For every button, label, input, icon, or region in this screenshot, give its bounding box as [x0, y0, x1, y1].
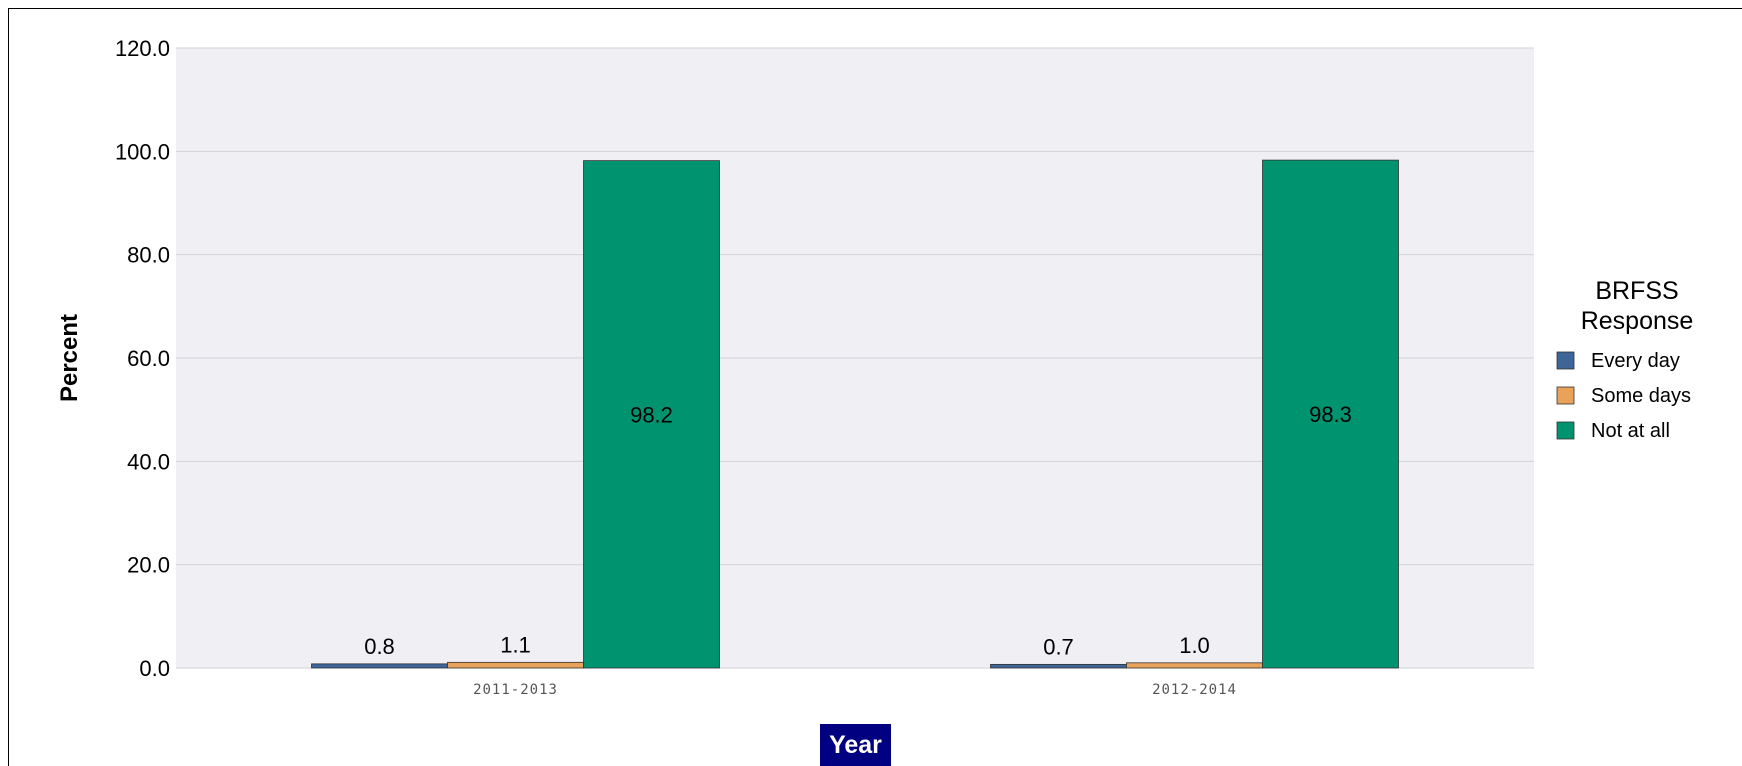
- data-label: 1.1: [500, 632, 531, 657]
- x-tick-label: 2011-2013: [473, 682, 558, 698]
- data-label: 0.7: [1043, 634, 1074, 659]
- bar: [448, 662, 584, 668]
- data-label: 1.0: [1179, 633, 1210, 658]
- legend-label: Some days: [1591, 385, 1691, 407]
- legend-title: BRFSS: [1595, 277, 1678, 305]
- y-tick-label: 80.0: [127, 243, 170, 268]
- data-label: 98.3: [1309, 402, 1352, 427]
- legend-label: Every day: [1591, 350, 1680, 372]
- data-label: 98.2: [630, 402, 673, 427]
- legend-swatch: [1557, 387, 1574, 404]
- x-tick-label: 2012-2014: [1152, 682, 1237, 698]
- y-tick-label: 40.0: [127, 449, 170, 474]
- y-tick-label: 120.0: [115, 36, 170, 61]
- bar: [991, 664, 1127, 668]
- y-axis-title: Percent: [56, 314, 83, 402]
- y-tick-label: 100.0: [115, 139, 170, 164]
- bar: [1127, 663, 1263, 668]
- legend-swatch: [1557, 422, 1574, 439]
- bar: [312, 664, 448, 668]
- legend-label: Not at all: [1591, 420, 1670, 442]
- y-tick-label: 60.0: [127, 346, 170, 371]
- y-tick-label: 0.0: [139, 656, 170, 681]
- legend-title: Response: [1581, 307, 1694, 335]
- x-axis-label: Year: [820, 724, 891, 766]
- legend-swatch: [1557, 352, 1574, 369]
- y-tick-label: 20.0: [127, 553, 170, 578]
- data-label: 0.8: [364, 634, 395, 659]
